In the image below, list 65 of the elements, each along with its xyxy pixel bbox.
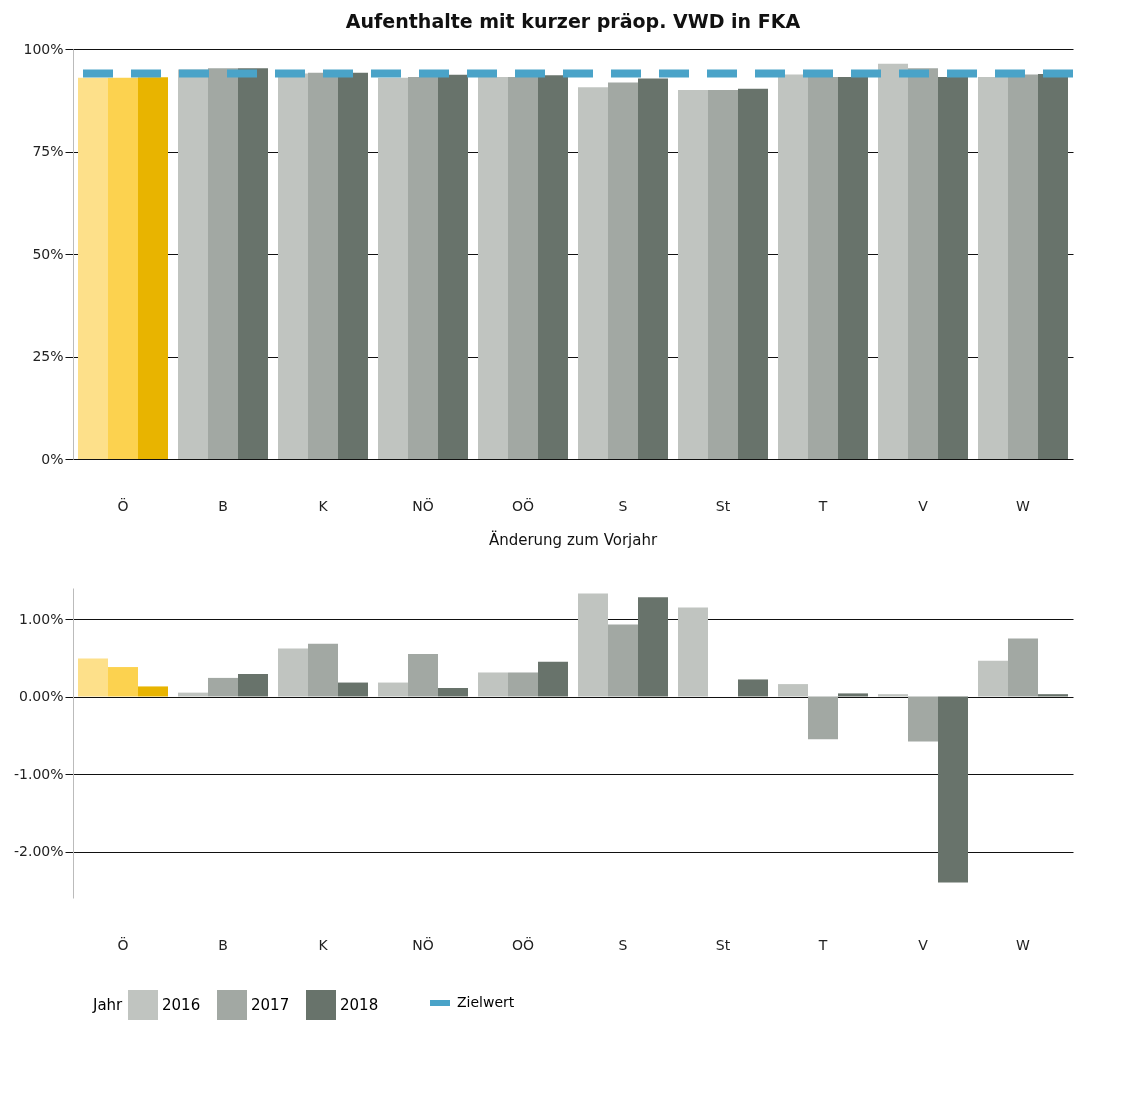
bar [238,674,268,697]
bar [138,686,168,697]
x-tick-label: NÖ [412,935,434,953]
x-tick-label: B [218,936,228,953]
bar [638,597,668,697]
x-tick-label: W [1016,497,1031,514]
y-tick-label: 50% [32,245,64,262]
bar [608,624,638,697]
x-tick-label: Ö [117,496,129,514]
x-tick-label: St [715,497,731,514]
chart-title: Änderung zum Vorjahr [488,530,658,549]
x-tick-label: K [318,936,329,953]
legend-label: 2017 [251,996,290,1014]
y-tick-label: -2.00% [13,843,64,859]
bar [278,648,308,697]
legend-label: 2016 [162,996,201,1014]
bar [538,661,568,697]
legend-label: Zielwert [457,994,515,1010]
y-tick-label: -1.00% [13,765,64,782]
x-tick-label: NÖ [412,496,434,514]
bar [438,687,468,697]
x-tick-label: T [817,497,828,514]
bar [878,694,908,697]
chart-title: Aufenthalte mit kurzer präop. VWD in FKA [345,10,801,32]
bar [1008,638,1038,697]
bar [208,677,238,697]
bar [108,667,138,697]
y-tick-label: 100% [23,40,64,57]
bar [978,660,1008,697]
bar [338,682,368,697]
x-tick-label: W [1016,936,1031,953]
bar [1038,694,1068,697]
bar [908,696,938,742]
y-tick-label: 25% [32,348,64,364]
x-tick-label: K [318,497,329,514]
bar [678,607,708,697]
x-tick-label: Ö [117,935,129,953]
x-tick-label: V [918,936,929,953]
bar [178,692,208,697]
y-tick-label: 0.00% [19,688,64,704]
x-tick-label: S [618,936,628,953]
bar [378,682,408,697]
bar [508,672,538,697]
x-tick-label: OÖ [511,935,535,953]
bar [578,593,608,697]
y-tick-label: 0% [41,450,64,467]
x-tick-label: V [918,497,929,514]
bar [308,643,338,697]
bar [938,696,968,883]
bar [738,679,768,697]
x-tick-label: OÖ [511,496,535,514]
bar [478,672,508,697]
bar [838,693,868,697]
bar [778,684,808,697]
x-tick-label: T [817,936,828,953]
bar [408,653,438,697]
x-tick-label: St [715,936,731,953]
x-tick-label: B [218,497,228,514]
bar [78,658,108,697]
y-tick-label: 1.00% [19,610,64,627]
x-tick-label: S [618,497,628,514]
legend-title: Jahr [92,996,124,1014]
y-tick-label: 75% [32,143,64,159]
legend-label: 2018 [340,996,379,1014]
bar [808,696,838,740]
